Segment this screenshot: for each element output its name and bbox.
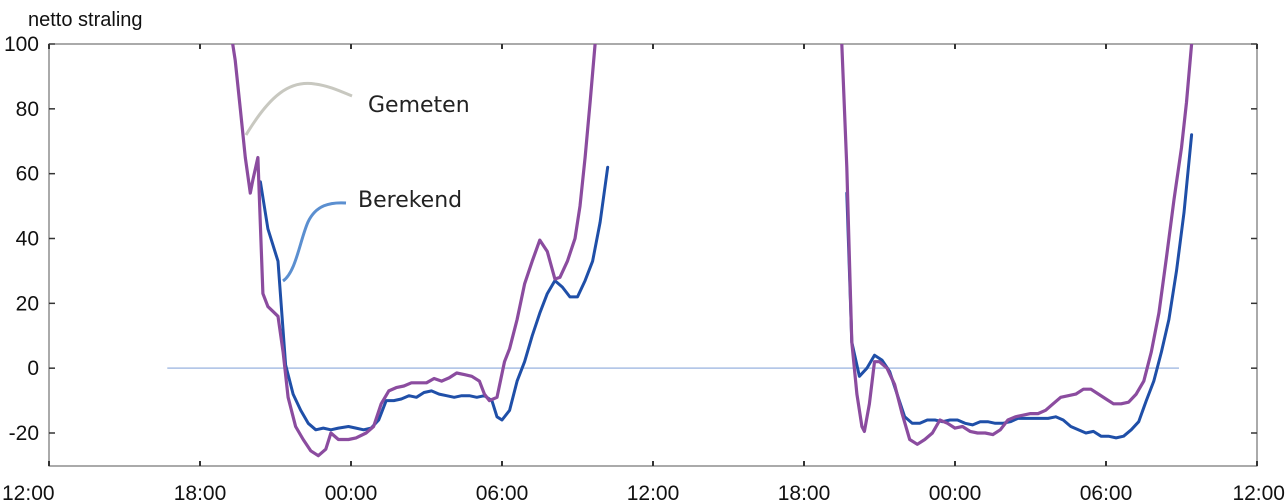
series-line-berekend-2 <box>845 133 1194 440</box>
y-tick-label: -20 <box>9 422 39 445</box>
series-line-gemeten-1 <box>231 44 597 458</box>
y-tick-label: 40 <box>16 228 39 251</box>
x-tick-label: 18:00 <box>174 482 227 504</box>
x-axis: 12:00 18:00 00:00 06:00 12:00 18:00 00:00 06:00… <box>2 44 1285 504</box>
series-group <box>231 44 1194 458</box>
x-tick-label: 00:00 <box>929 482 982 504</box>
series-line-berekend-1 <box>258 165 610 432</box>
y-axis: 100 80 60 40 20 0 -20 <box>4 33 1257 445</box>
x-tick-label: 06:00 <box>1080 482 1133 504</box>
x-tick-label: 18:00 <box>778 482 831 504</box>
y-tick-label: 80 <box>16 98 39 121</box>
y-axis-label: netto straling <box>28 9 143 31</box>
x-tick-label: 00:00 <box>325 482 378 504</box>
plot-border <box>48 43 1258 467</box>
y-tick-label: 0 <box>27 357 39 380</box>
y-tick-label: 100 <box>4 33 39 56</box>
series-line-gemeten-2 <box>840 44 1194 446</box>
y-tick-label: 20 <box>16 292 39 315</box>
plot-frame <box>48 43 1258 467</box>
annotation-berekend: Berekend <box>358 188 462 213</box>
x-tick-label: 12:00 <box>2 482 55 504</box>
x-tick-label: 12:00 <box>1232 482 1285 504</box>
annotations: Gemeten Berekend <box>244 81 470 283</box>
berekend-leader-line <box>282 201 347 283</box>
gemeten-leader-line <box>244 81 353 136</box>
y-tick-label: 60 <box>16 163 39 186</box>
annotation-gemeten: Gemeten <box>368 93 470 118</box>
x-tick-label: 12:00 <box>627 482 680 504</box>
x-tick-label: 06:00 <box>476 482 529 504</box>
